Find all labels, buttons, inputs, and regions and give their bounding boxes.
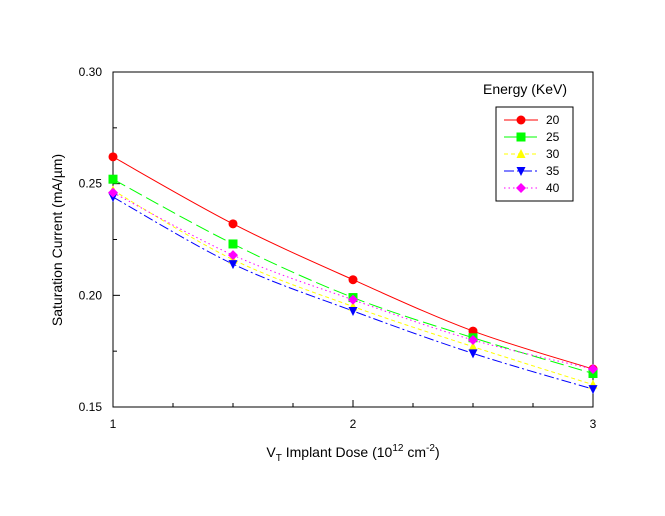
legend-marker-40 <box>516 183 526 193</box>
x-axis-title: VT Implant Dose (1012 cm-2) <box>266 443 439 464</box>
y-tick-label: 0.25 <box>79 177 103 191</box>
data-point-40 <box>468 335 478 345</box>
y-axis-title: Saturation Current (mA/µm) <box>49 154 65 326</box>
data-point-25 <box>228 239 238 249</box>
data-point-20 <box>348 275 358 285</box>
legend: Energy (KeV) 20 25 30 35 40 <box>483 81 574 202</box>
data-point-20 <box>228 219 238 229</box>
legend-title: Energy (KeV) <box>483 81 567 97</box>
legend-marker-35 <box>516 167 526 176</box>
legend-marker-20 <box>516 115 526 125</box>
data-point-40 <box>108 187 118 198</box>
y-tick-label: 0.15 <box>79 400 103 414</box>
axis-tick-labels: 1 2 3 0.15 0.20 0.25 0.30 <box>79 65 597 431</box>
series-markers <box>108 152 598 395</box>
data-point-40 <box>348 294 358 305</box>
data-point-35 <box>348 306 358 316</box>
data-point-35 <box>228 260 238 270</box>
legend-marker-25 <box>516 132 526 142</box>
legend-label-35: 35 <box>546 164 560 178</box>
x-tick-label: 1 <box>110 417 117 431</box>
legend-entries: 20 25 30 35 40 <box>504 113 560 195</box>
data-point-35 <box>468 349 478 359</box>
legend-label-25: 25 <box>546 130 560 144</box>
legend-box <box>495 106 574 202</box>
data-point-25 <box>108 174 118 184</box>
data-point-35 <box>588 385 598 395</box>
data-point-30 <box>468 341 478 351</box>
series-line-40 <box>112 192 594 370</box>
data-point-40 <box>228 250 238 261</box>
y-tick-label: 0.20 <box>79 288 103 302</box>
y-tick-label: 0.30 <box>79 65 103 79</box>
legend-label-40: 40 <box>546 181 560 195</box>
data-point-20 <box>108 152 118 162</box>
data-point-40 <box>588 364 598 375</box>
legend-label-30: 30 <box>546 147 560 161</box>
x-tick-label: 3 <box>590 417 597 431</box>
x-tick-label: 2 <box>350 417 357 431</box>
legend-label-20: 20 <box>546 113 560 127</box>
legend-marker-30 <box>516 149 526 158</box>
